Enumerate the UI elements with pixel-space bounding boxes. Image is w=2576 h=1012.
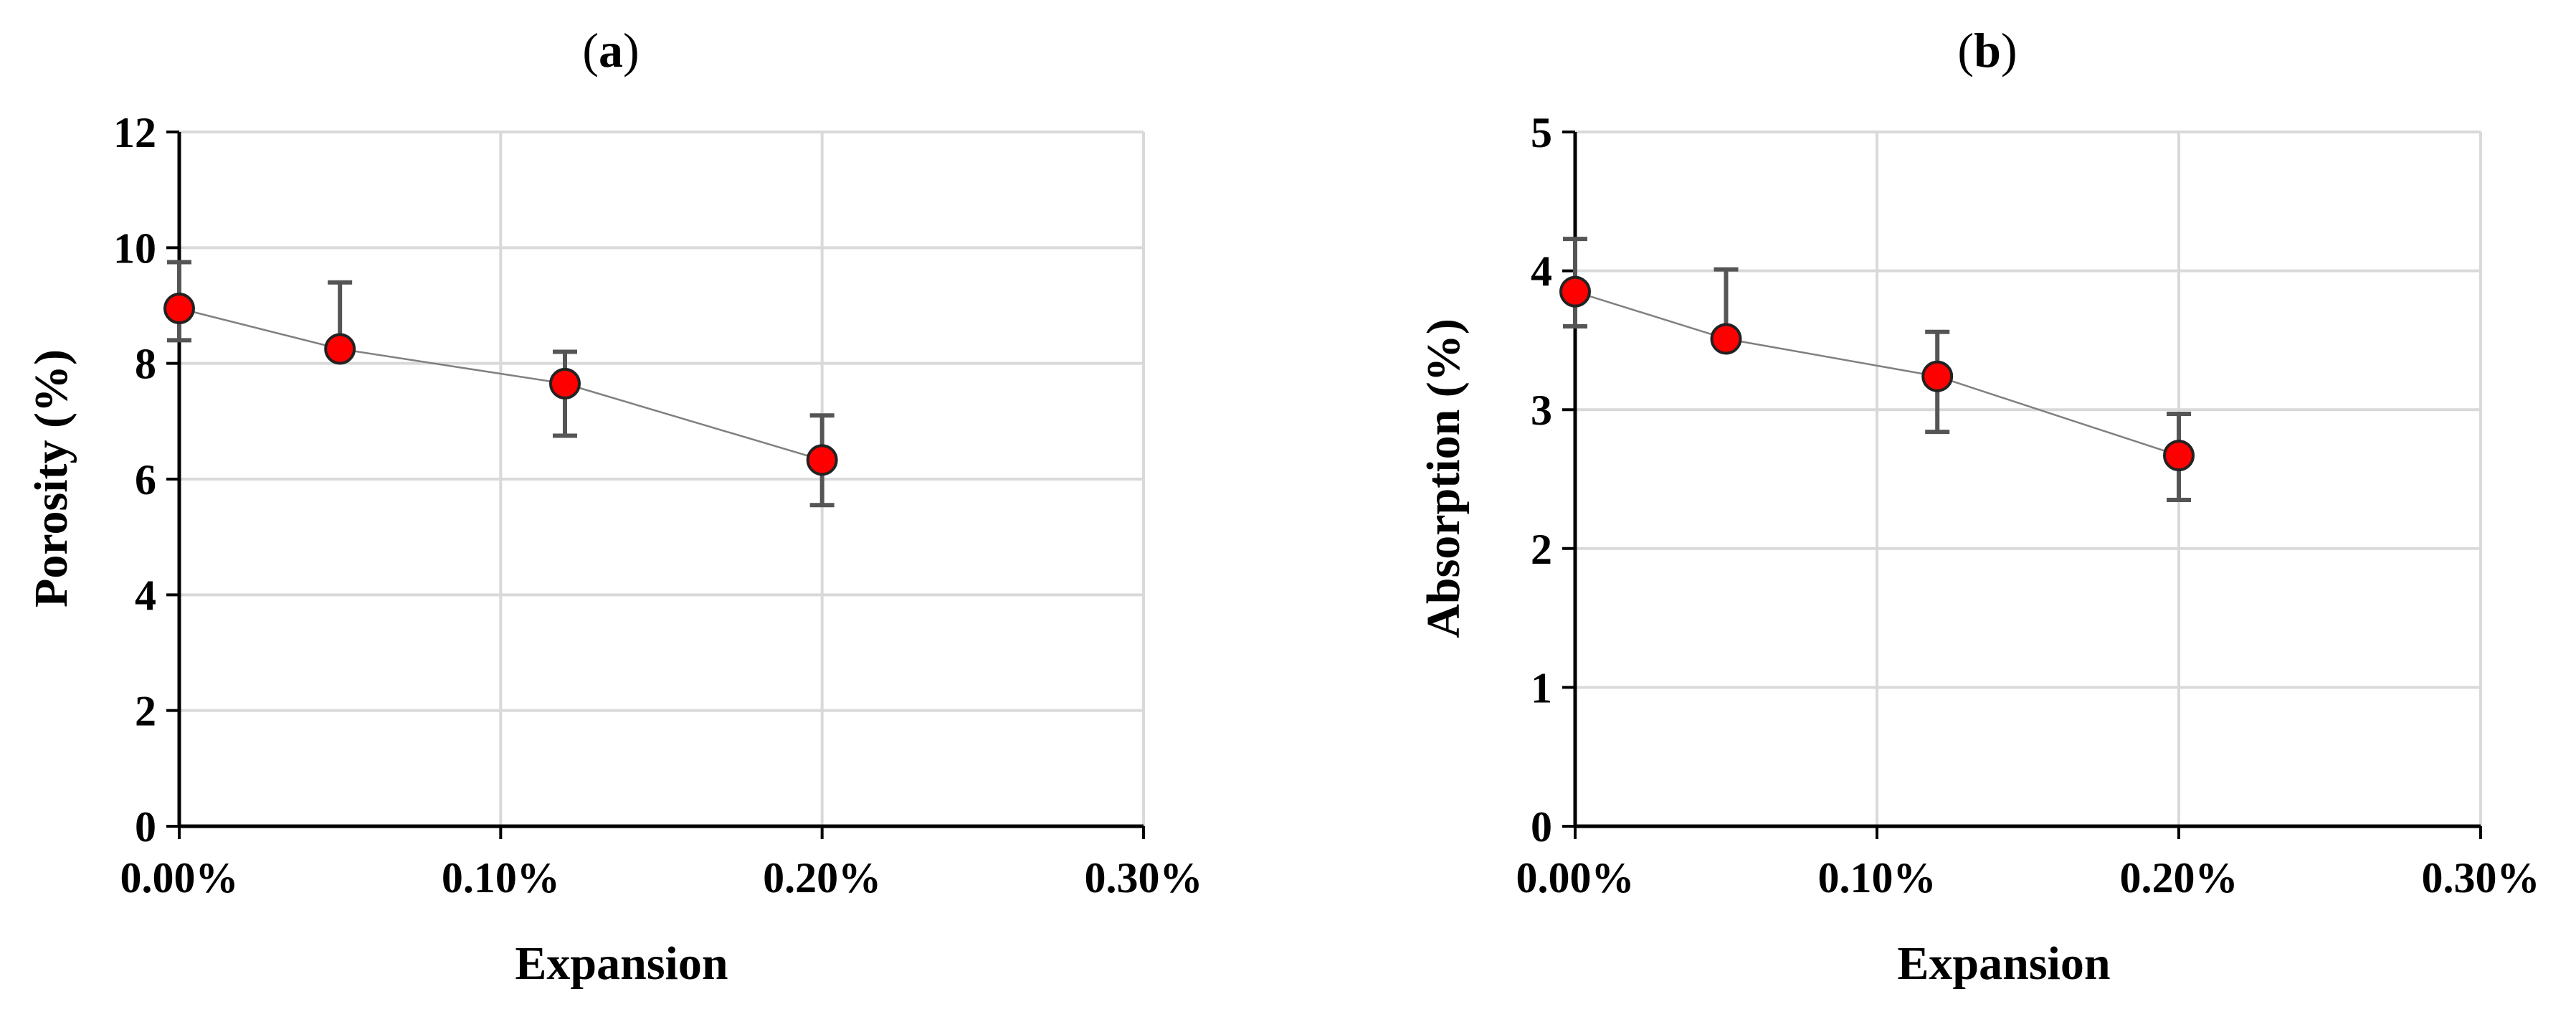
y-tick-label: 10 [113,224,156,272]
x-tick-label: 0.20% [2120,854,2238,902]
x-tick-label: 0.10% [442,854,560,902]
data-point-marker [549,367,581,399]
x-tick-label: 0.00% [1516,854,1635,902]
series-connector-line [1574,290,2180,457]
y-tick-label: 1 [1531,664,1552,711]
panel-b-y-axis-label: Absorption (%) [1417,318,1470,638]
y-tick-label: 3 [1531,387,1552,434]
panel-b-gridlines [1575,131,2482,826]
y-tick-label: 2 [1531,526,1552,573]
panel-a-x-tick-labels: 0.00% 0.10% 0.20% 0.30% [120,854,1203,902]
panel-b-absorption: (b) 0 1 2 3 4 5 0.00% 0.10% 0.20% 0.30% Expansio… [1417,23,2540,990]
y-tick-label: 5 [1531,109,1552,156]
data-point-marker [163,293,195,325]
panel-a-gridlines [179,131,1145,826]
y-tick-label: 0 [135,803,156,851]
x-tick-label: 0.30% [2422,854,2540,902]
x-tick-label: 0.00% [120,854,239,902]
y-tick-label: 6 [135,456,156,503]
panel-a-data-marks [163,260,838,508]
panel-b-x-axis-label: Expansion [1897,937,2110,990]
y-tick-label: 4 [1531,248,1552,295]
data-point-marker [1559,275,1591,308]
y-tick-label: 2 [135,688,156,735]
panel-b-title: (b) [1957,23,2017,77]
y-tick-label: 8 [135,341,156,388]
series-connector-line [179,307,823,461]
data-point-marker [324,333,356,365]
data-point-marker [1921,360,1954,392]
panel-a-axes [166,131,1145,839]
y-tick-label: 4 [135,572,156,619]
panel-a-x-axis-label: Expansion [515,937,728,990]
panel-a-porosity: (a) 0 2 4 6 8 10 12 0.00% 0.10% 0.20% 0.30% Expan… [25,23,1203,990]
y-tick-label: 0 [1531,803,1552,851]
data-point-marker [1710,323,1742,355]
panel-b-data-marks [1559,237,2195,503]
panel-b-x-tick-labels: 0.00% 0.10% 0.20% 0.30% [1516,854,2540,902]
panel-b-y-tick-labels: 0 1 2 3 4 5 [1531,109,1552,851]
data-point-marker [806,444,838,476]
x-tick-label: 0.30% [1085,854,1203,902]
x-tick-label: 0.10% [1818,854,1936,902]
panel-a-y-axis-label: Porosity (%) [25,349,77,607]
panel-b-axes [1562,131,2482,839]
panel-a-title: (a) [582,23,639,77]
x-tick-label: 0.20% [763,854,881,902]
data-point-marker [2163,440,2195,472]
panel-a-y-tick-labels: 0 2 4 6 8 10 12 [113,109,156,851]
y-tick-label: 12 [113,109,156,156]
